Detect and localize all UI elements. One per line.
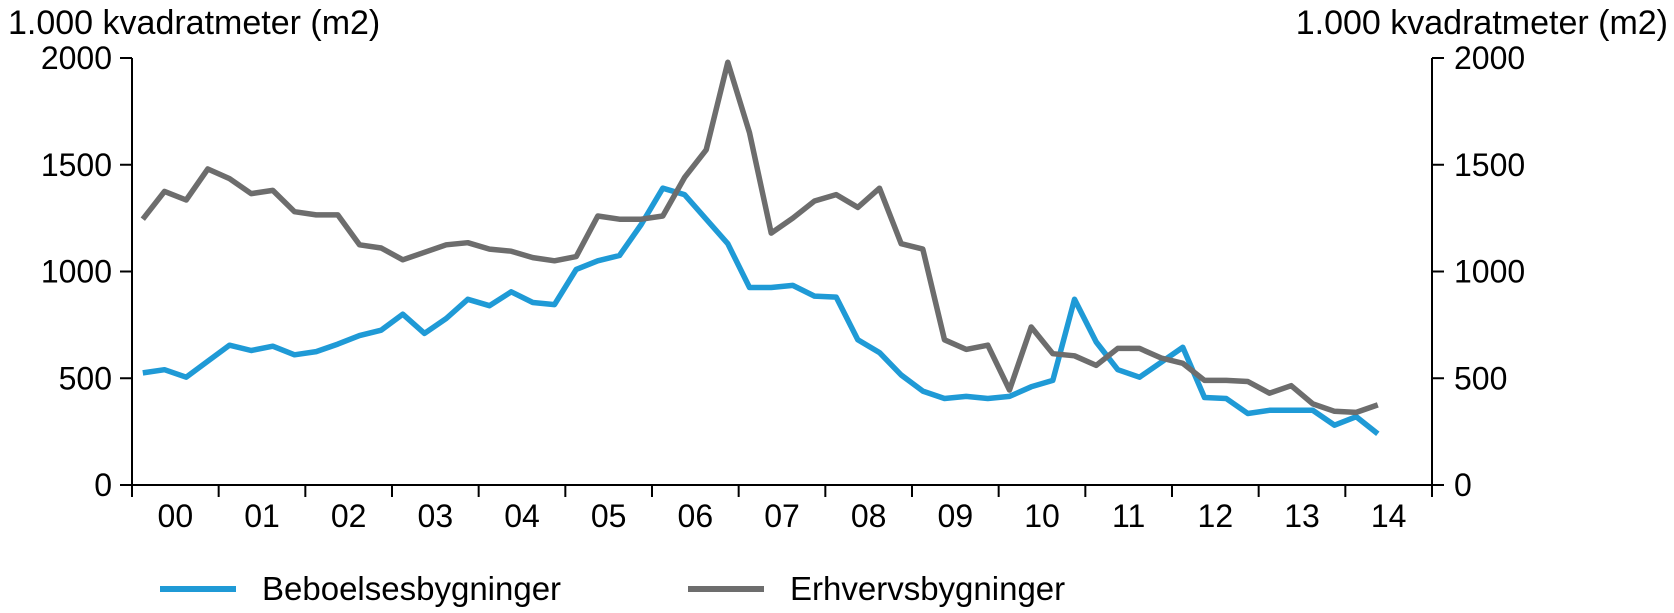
x-tick-label: 13 [1284, 498, 1320, 534]
right-axis-unit-label: 1.000 kvadratmeter (m2) [1295, 4, 1668, 42]
left-y-tick-label: 1000 [41, 254, 112, 290]
series-line-erhvervsbygninger [140, 59, 1379, 416]
x-tick-label: 09 [938, 498, 974, 534]
x-tick-label: 03 [418, 498, 454, 534]
right-y-tick-label: 2000 [1454, 40, 1525, 76]
x-tick-label: 08 [851, 498, 887, 534]
x-tick-label: 07 [764, 498, 800, 534]
legend-swatch-blue [160, 586, 236, 592]
x-tick-label: 05 [591, 498, 627, 534]
left-axis-unit-label: 1.000 kvadratmeter (m2) [8, 4, 381, 42]
right-y-tick-label: 1000 [1454, 254, 1525, 290]
left-y-tick-label: 2000 [41, 40, 112, 76]
left-y-tick-label: 0 [94, 467, 112, 503]
legend-swatch-gray [688, 586, 764, 592]
right-y-tick-label: 0 [1454, 467, 1472, 503]
right-y-tick-label: 500 [1454, 360, 1507, 396]
x-tick-label: 02 [331, 498, 367, 534]
x-tick-label: 14 [1371, 498, 1407, 534]
legend-item-erhvervsbygninger: Erhvervsbygninger [688, 570, 1065, 608]
x-tick-label: 11 [1112, 498, 1145, 534]
x-tick-label: 04 [504, 498, 540, 534]
right-y-tick-label: 1500 [1454, 147, 1525, 183]
left-y-tick-label: 500 [59, 360, 112, 396]
series-line-beboelsesbygninger [142, 185, 1380, 436]
left-y-tick-label: 1500 [41, 147, 112, 183]
x-tick-label: 01 [244, 498, 280, 534]
legend-label: Erhvervsbygninger [790, 570, 1066, 607]
x-tick-label: 06 [678, 498, 714, 534]
x-tick-label: 00 [158, 498, 194, 534]
legend-item-beboelsesbygninger: Beboelsesbygninger [160, 570, 561, 608]
series-lines [140, 59, 1380, 436]
x-tick-label: 10 [1024, 498, 1060, 534]
legend-label: Beboelsesbygninger [262, 570, 562, 607]
x-tick-label: 12 [1198, 498, 1234, 534]
